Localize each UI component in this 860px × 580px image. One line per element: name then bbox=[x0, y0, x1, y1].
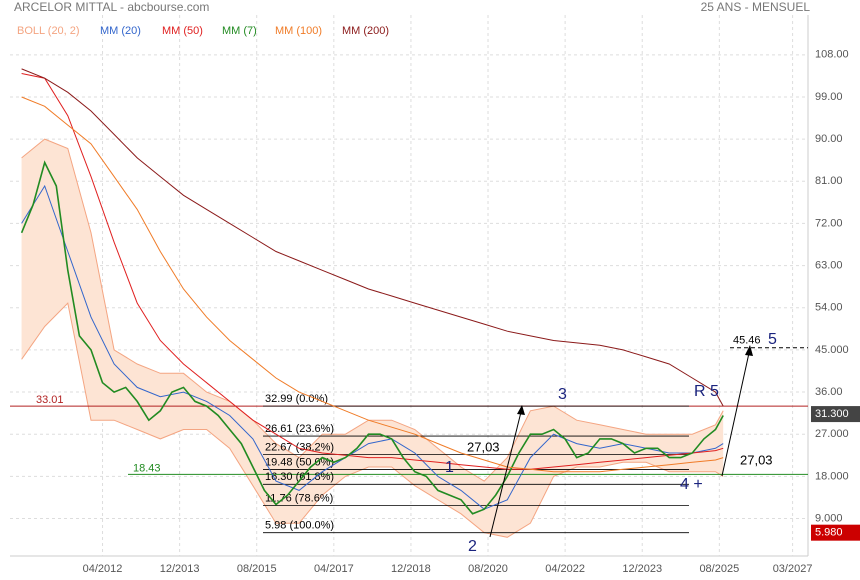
price-tag-label: 5.980 bbox=[815, 527, 843, 539]
x-tick-label: 04/2022 bbox=[545, 563, 585, 575]
band-fill bbox=[21, 139, 724, 538]
y-tick-label: 45.000 bbox=[815, 344, 849, 356]
fib-label: 5.98 (100.0%) bbox=[265, 520, 334, 532]
legend-entry: BOLL (20, 2) bbox=[17, 25, 80, 37]
y-tick-label: 18.000 bbox=[815, 470, 849, 482]
price-tag bbox=[811, 524, 860, 541]
fib-label: 11.76 (78.6%) bbox=[265, 493, 333, 505]
series-line bbox=[21, 96, 724, 473]
legend-entry: MM (50) bbox=[162, 25, 203, 37]
x-tick-label: 04/2017 bbox=[314, 563, 354, 575]
fib-label: 32.99 (0.0%) bbox=[265, 393, 328, 405]
x-tick-label: 12/2013 bbox=[160, 563, 200, 575]
fib-label: 16.30 (61.8%) bbox=[265, 471, 334, 483]
annotation: 5 bbox=[768, 331, 777, 348]
annotation: 27,03 bbox=[740, 452, 773, 467]
band-upper bbox=[21, 138, 724, 482]
y-tick-label: 90.00 bbox=[815, 133, 843, 145]
y-tick-label: 63.00 bbox=[815, 259, 843, 271]
series-line bbox=[21, 184, 724, 510]
band-lower bbox=[21, 302, 724, 538]
fib-label: 19.48 (50.0%) bbox=[265, 456, 334, 468]
y-tick-label: 27.000 bbox=[815, 428, 849, 440]
level-label: 45.46 bbox=[733, 335, 761, 347]
y-tick-label: 54.00 bbox=[815, 302, 843, 314]
chart-title: ARCELOR MITTAL - abcbourse.com bbox=[14, 0, 209, 14]
chart-subtitle: 25 ANS - MENSUEL bbox=[701, 0, 811, 14]
legend-entry: MM (7) bbox=[222, 25, 257, 37]
arrow-head bbox=[517, 405, 525, 415]
x-tick-label: 08/2015 bbox=[237, 563, 277, 575]
price-tag bbox=[811, 406, 860, 423]
y-tick-label: 99.00 bbox=[815, 91, 843, 103]
x-tick-label: 12/2023 bbox=[622, 563, 662, 575]
arrow-head bbox=[745, 345, 753, 356]
legend-entry: MM (200) bbox=[342, 25, 389, 37]
level-label: 33.01 bbox=[36, 394, 64, 406]
y-tick-label: 9.000 bbox=[815, 512, 843, 524]
series-line bbox=[21, 73, 724, 470]
series-line bbox=[20, 160, 724, 515]
y-tick-label: 108.00 bbox=[815, 49, 849, 61]
annotation: 27,03 bbox=[467, 439, 500, 454]
annotation: 3 bbox=[558, 386, 567, 403]
arrow bbox=[721, 352, 750, 477]
annotation: R 5 bbox=[694, 383, 719, 400]
annotation: 2 bbox=[468, 538, 477, 555]
fib-label: 26.61 (23.6%) bbox=[265, 423, 334, 435]
arrow bbox=[489, 411, 522, 538]
legend-entry: MM (100) bbox=[275, 25, 322, 37]
y-tick-label: 72.00 bbox=[815, 217, 843, 229]
x-tick-label: 04/2012 bbox=[83, 563, 123, 575]
y-tick-label: 81.00 bbox=[815, 175, 843, 187]
fib-label: 22.67 (38.2%) bbox=[265, 441, 334, 453]
legend-entry: MM (20) bbox=[100, 25, 141, 37]
x-tick-label: 12/2018 bbox=[391, 563, 431, 575]
series-line bbox=[21, 68, 724, 407]
price-tag-label: 31.300 bbox=[815, 408, 849, 420]
plot: 108.00 99.00 90.00 81.00 72.00 63.00 54.00 45.0… bbox=[10, 15, 849, 575]
annotation: 4 + bbox=[680, 476, 703, 493]
x-tick-label: 08/2020 bbox=[468, 563, 508, 575]
y-tick-label: 36.00 bbox=[815, 386, 843, 398]
x-tick-label: 03/2027 bbox=[773, 563, 813, 575]
x-tick-label: 08/2025 bbox=[699, 563, 739, 575]
annotation: 1 bbox=[445, 459, 454, 476]
level-label: 18.43 bbox=[133, 462, 161, 474]
